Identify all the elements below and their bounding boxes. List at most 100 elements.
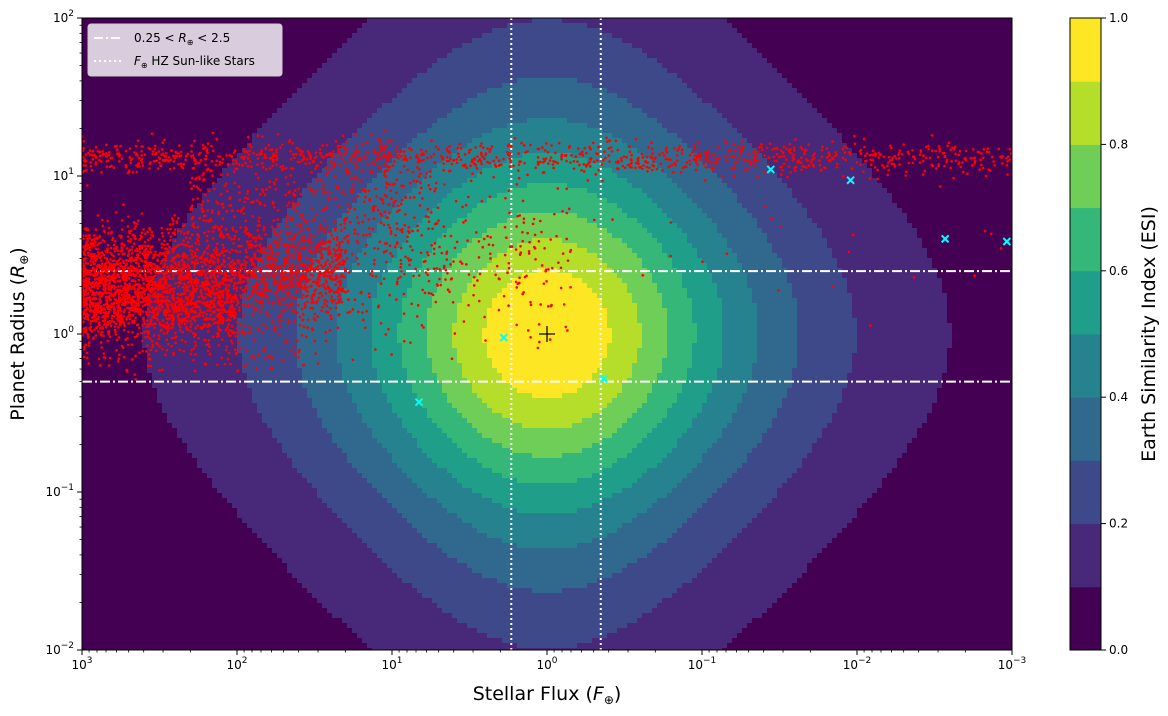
exoplanet-point xyxy=(301,286,305,290)
contour-band xyxy=(732,248,773,254)
exoplanet-point xyxy=(964,149,968,153)
contour-band xyxy=(282,448,343,454)
contour-band xyxy=(662,208,703,214)
exoplanet-point xyxy=(310,295,314,299)
exoplanet-point xyxy=(83,160,87,163)
contour-band xyxy=(487,88,608,94)
contour-band xyxy=(162,408,258,414)
contour-band xyxy=(247,383,303,389)
contour-band xyxy=(502,378,593,384)
contour-band xyxy=(427,453,468,459)
contour-band xyxy=(452,403,488,409)
exoplanet-point xyxy=(890,146,893,150)
exoplanet-point xyxy=(88,233,91,237)
exoplanet-point xyxy=(661,151,664,155)
exoplanet-point xyxy=(216,363,219,367)
exoplanet-point xyxy=(1005,164,1009,167)
contour-band xyxy=(667,343,693,349)
contour-band xyxy=(742,268,788,274)
exoplanet-point xyxy=(1000,162,1004,165)
exoplanet-point xyxy=(152,316,156,320)
exoplanet-point xyxy=(621,164,625,168)
exoplanet-point xyxy=(242,157,245,161)
contour-band xyxy=(652,428,688,434)
contour-band xyxy=(437,288,468,294)
contour-band xyxy=(412,523,473,529)
exoplanet-point xyxy=(338,283,342,287)
exoplanet-point xyxy=(930,133,934,137)
contour-band xyxy=(722,363,753,369)
contour-band xyxy=(947,308,1012,314)
contour-band xyxy=(82,498,228,504)
exoplanet-point xyxy=(650,147,654,151)
exoplanet-point xyxy=(303,263,307,266)
exoplanet-point xyxy=(614,160,618,164)
exoplanet-point xyxy=(328,262,331,266)
contour-band xyxy=(392,453,428,459)
contour-band xyxy=(712,273,748,279)
exoplanet-point xyxy=(265,326,268,330)
exoplanet-point xyxy=(294,245,297,249)
contour-band xyxy=(217,178,313,184)
exoplanet-point xyxy=(334,306,338,310)
contour-band xyxy=(702,403,738,409)
exoplanet-point xyxy=(255,290,258,294)
exoplanet-point xyxy=(114,263,117,266)
contour-band xyxy=(197,203,293,209)
exoplanet-point xyxy=(143,153,147,157)
exoplanet-point xyxy=(945,160,948,164)
exoplanet-point xyxy=(480,154,484,158)
contour-band xyxy=(727,238,768,244)
contour-band xyxy=(82,598,318,604)
exoplanet-point xyxy=(767,156,770,160)
contour-band xyxy=(632,363,663,369)
contour-band xyxy=(727,478,788,484)
contour-band xyxy=(297,318,338,324)
contour-band xyxy=(427,538,503,544)
exoplanet-point xyxy=(165,158,168,162)
exoplanet-point xyxy=(229,260,233,264)
contour-band xyxy=(682,523,748,529)
exoplanet-point xyxy=(475,167,479,170)
contour-band xyxy=(372,323,398,329)
contour-band xyxy=(612,333,643,339)
contour-band xyxy=(797,318,858,324)
contour-band xyxy=(422,488,473,494)
exoplanet-point xyxy=(402,150,406,153)
exoplanet-point xyxy=(300,307,304,311)
exoplanet-point xyxy=(818,163,822,167)
exoplanet-point xyxy=(297,252,300,256)
exoplanet-point xyxy=(125,247,129,250)
contour-band xyxy=(432,208,473,214)
exoplanet-point xyxy=(552,166,555,170)
contour-band xyxy=(647,193,688,199)
contour-band xyxy=(577,78,683,84)
exoplanet-point xyxy=(807,143,810,146)
contour-band xyxy=(487,323,608,329)
contour-band xyxy=(757,338,798,344)
contour-band xyxy=(787,268,843,274)
exoplanet-point xyxy=(171,222,175,226)
exoplanet-point xyxy=(911,148,914,152)
exoplanet-point xyxy=(247,153,251,156)
exoplanet-point xyxy=(192,280,196,284)
contour-band xyxy=(207,473,303,479)
exoplanet-point xyxy=(582,170,586,173)
exoplanet-point xyxy=(949,148,953,152)
exoplanet-point xyxy=(187,258,191,261)
exoplanet-point xyxy=(818,159,821,162)
exoplanet-point xyxy=(989,169,992,172)
exoplanet-point xyxy=(863,154,867,157)
exoplanet-point xyxy=(136,253,140,256)
contour-band xyxy=(912,438,1012,444)
exoplanet-point xyxy=(197,243,201,246)
exoplanet-point xyxy=(250,243,254,247)
contour-band xyxy=(757,323,798,329)
exoplanet-point xyxy=(942,151,946,155)
exoplanet-point xyxy=(173,261,177,264)
contour-band xyxy=(682,478,728,484)
contour-band xyxy=(302,193,358,199)
contour-band xyxy=(152,278,248,284)
contour-band xyxy=(642,108,718,114)
exoplanet-point xyxy=(110,231,113,235)
